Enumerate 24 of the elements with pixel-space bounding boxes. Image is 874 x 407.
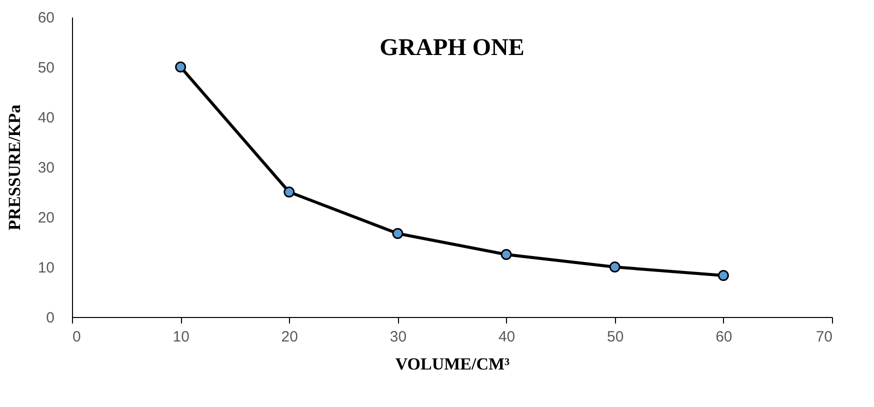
x-tick-label: 50 [607,328,624,346]
x-tick-label: 40 [498,328,516,346]
x-tick-label: 30 [390,328,407,346]
y-tick-label: 30 [38,160,54,176]
y-tick-label: 60 [38,10,54,26]
point [718,270,729,281]
point [284,186,295,198]
point [609,262,620,272]
x-axis-title: VOLUME/CM³ [395,354,510,374]
point [175,62,186,72]
x-tick-label: 60 [716,328,732,346]
point [392,228,404,239]
y-axis-title: PRESSURE/KPa [4,104,24,230]
y-tick-label: 20 [38,210,54,226]
y-tick-label: 0 [46,310,54,326]
y-tick-label: 40 [38,110,54,126]
y-tick-label: 50 [38,60,54,76]
y-tick-label: 10 [38,260,54,276]
point [500,249,512,260]
x-tick-label: 70 [816,328,832,346]
text: GRAPH ONE [380,35,524,61]
x-tick-label: 10 [172,328,190,346]
x-tick-label: 20 [281,328,298,346]
x-tick-label: 0 [72,328,81,346]
